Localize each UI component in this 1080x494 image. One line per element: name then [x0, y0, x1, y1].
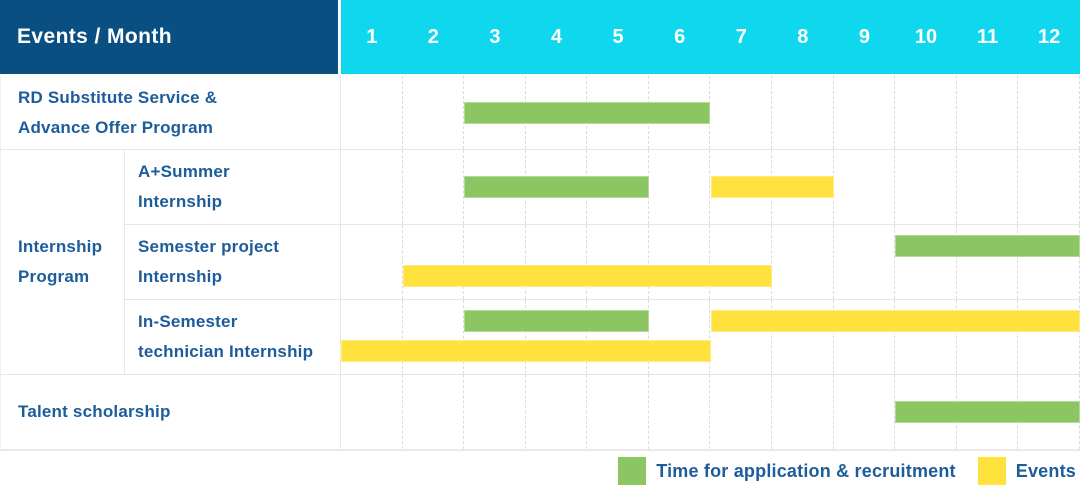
month-header-cell: 11: [976, 25, 999, 48]
month-grid-cell: [834, 375, 896, 449]
month-grid-cell: [957, 76, 1019, 149]
month-grid-cell: [587, 300, 649, 374]
month-grid-cell: [1018, 150, 1080, 224]
month-grid-cell: [1018, 76, 1080, 149]
month-grid-cell: [895, 76, 957, 149]
gantt-bar: [710, 310, 1080, 332]
month-grid-cell: [895, 225, 957, 299]
month-grid-cell: [403, 375, 465, 449]
month-grid-cell: [1018, 225, 1080, 299]
recruitment-legend-swatch: [618, 457, 647, 485]
month-grid-cell: [403, 76, 465, 149]
group-rows: A+Summer Internship Semester project Int…: [125, 150, 1080, 374]
month-header-cell: 10: [914, 25, 938, 48]
month-grid-cell: [341, 225, 403, 299]
row-talent-scholarship: Talent scholarship: [1, 375, 1080, 449]
month-grid-cell: [403, 150, 465, 224]
month-grid-cell: [834, 225, 896, 299]
month-grid-cell: [403, 225, 465, 299]
month-header-cell: 4: [550, 25, 563, 48]
month-grid-cell: [834, 76, 896, 149]
recruitment-legend-label: Time for application & recruitment: [656, 460, 956, 481]
gantt-bar: [710, 176, 834, 198]
month-grid-cell: [341, 300, 403, 374]
internship-program-group: Internship Program A+Summer Internship S…: [1, 150, 1080, 375]
row-label: A+Summer Internship: [125, 150, 341, 224]
month-grid-cell: [834, 300, 896, 374]
month-header-cell: 9: [858, 25, 870, 48]
month-grid-cell: [710, 300, 773, 374]
legend: Time for application & recruitment Event…: [618, 456, 1076, 486]
gantt-bar: [464, 176, 649, 198]
month-grid-cell: [710, 76, 773, 149]
events-legend-swatch: [977, 457, 1006, 485]
month-header-cell: 1: [366, 25, 378, 48]
month-grid-cell: [526, 225, 588, 299]
month-grid-cell: [772, 300, 834, 374]
row-rd-substitute-service: RD Substitute Service & Advance Offer Pr…: [1, 76, 1080, 150]
row-timeline: [341, 76, 1080, 149]
gantt-bar: [402, 265, 773, 287]
month-header-cell: 12: [1038, 25, 1061, 48]
gantt-bar: [895, 235, 1080, 257]
month-header-row: 1 2 3 4 5 6 7 8 9 10 11 12: [341, 0, 1080, 74]
month-grid-cell: [341, 150, 403, 224]
month-grid-cell: [649, 375, 711, 449]
month-grid-cell: [649, 300, 711, 374]
month-grid-cell: [526, 375, 588, 449]
month-grid-cell: [772, 225, 834, 299]
row-timeline: [341, 150, 1080, 224]
month-grid-cell: [649, 150, 711, 224]
month-header-cell: 7: [735, 25, 747, 48]
month-grid-cell: [341, 375, 403, 449]
gantt-bar: [464, 101, 711, 124]
month-header-cell: 8: [797, 25, 809, 48]
month-grid-cell: [464, 300, 526, 374]
row-timeline: [341, 300, 1080, 374]
group-label: Internship Program: [1, 150, 125, 374]
month-header-cell: 5: [612, 25, 624, 48]
month-grid-cell: [957, 225, 1019, 299]
month-grid-cell: [895, 150, 957, 224]
month-grid-cell: [1018, 300, 1080, 374]
table-header-row: Events / Month 1 2 3 4 5 6 7 8 9 10 11 12: [0, 0, 1080, 74]
month-grid-cell: [341, 76, 403, 149]
row-a-plus-summer-internship: A+Summer Internship: [125, 150, 1080, 225]
month-grid-cell: [772, 375, 834, 449]
month-header-cell: 6: [674, 25, 686, 48]
row-in-semester-technician-internship: In-Semester technician Internship: [125, 300, 1080, 374]
row-label: Talent scholarship: [1, 375, 341, 449]
row-label: Semester project Internship: [125, 225, 341, 299]
table-body: RD Substitute Service & Advance Offer Pr…: [0, 76, 1080, 451]
month-grid-cell: [649, 225, 711, 299]
month-grid-cell: [464, 225, 526, 299]
month-header-cell: 2: [427, 25, 439, 48]
month-grid-cell: [587, 225, 649, 299]
gantt-bar: [895, 401, 1080, 423]
events-legend-label: Events: [1015, 460, 1076, 481]
gantt-bar: [341, 340, 711, 362]
month-grid-cell: [710, 225, 773, 299]
events-month-header-cell: Events / Month: [0, 0, 338, 74]
month-grid-cell: [772, 76, 834, 149]
month-grid-cell: [403, 300, 465, 374]
row-timeline: [341, 225, 1080, 299]
row-timeline: [341, 375, 1080, 449]
row-label: RD Substitute Service & Advance Offer Pr…: [1, 76, 341, 149]
row-semester-project-internship: Semester project Internship: [125, 225, 1080, 300]
month-grid-cell: [710, 375, 773, 449]
month-grid-cell: [464, 375, 526, 449]
month-grid-cell: [834, 150, 896, 224]
month-grid-cell: [957, 300, 1019, 374]
month-header-cell: 3: [489, 25, 501, 48]
month-grid-cell: [957, 150, 1019, 224]
month-grid-cell: [895, 300, 957, 374]
month-grid-cell: [526, 300, 588, 374]
row-label: In-Semester technician Internship: [125, 300, 341, 374]
gantt-bar: [464, 310, 649, 332]
month-grid-cell: [587, 375, 649, 449]
